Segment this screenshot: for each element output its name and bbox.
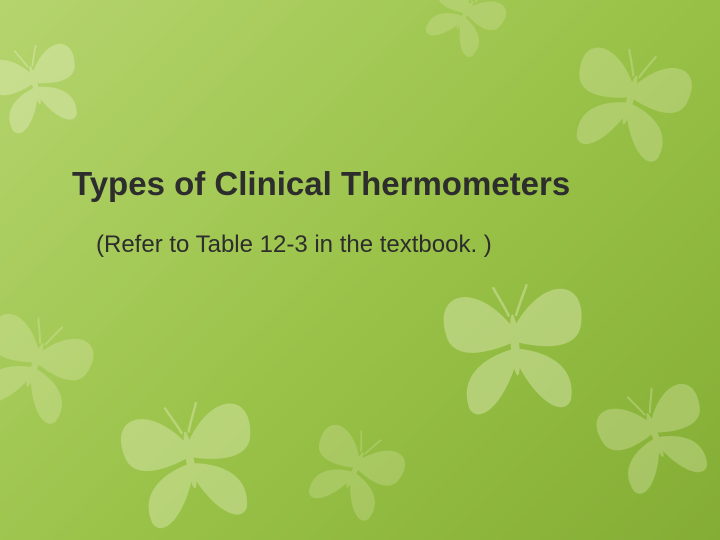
butterfly-icon [544,14,715,185]
slide-subtitle: (Refer to Table 12-3 in the textbook. ) [96,231,680,259]
butterfly-icon [404,0,527,76]
butterfly-icon [97,367,282,540]
butterfly-icon [0,18,102,153]
slide-content: Types of Clinical Thermometers (Refer to… [72,165,680,259]
butterfly-icon [0,282,118,449]
slide: Types of Clinical Thermometers (Refer to… [0,0,720,540]
slide-title: Types of Clinical Thermometers [72,165,680,203]
butterfly-icon [282,397,428,540]
